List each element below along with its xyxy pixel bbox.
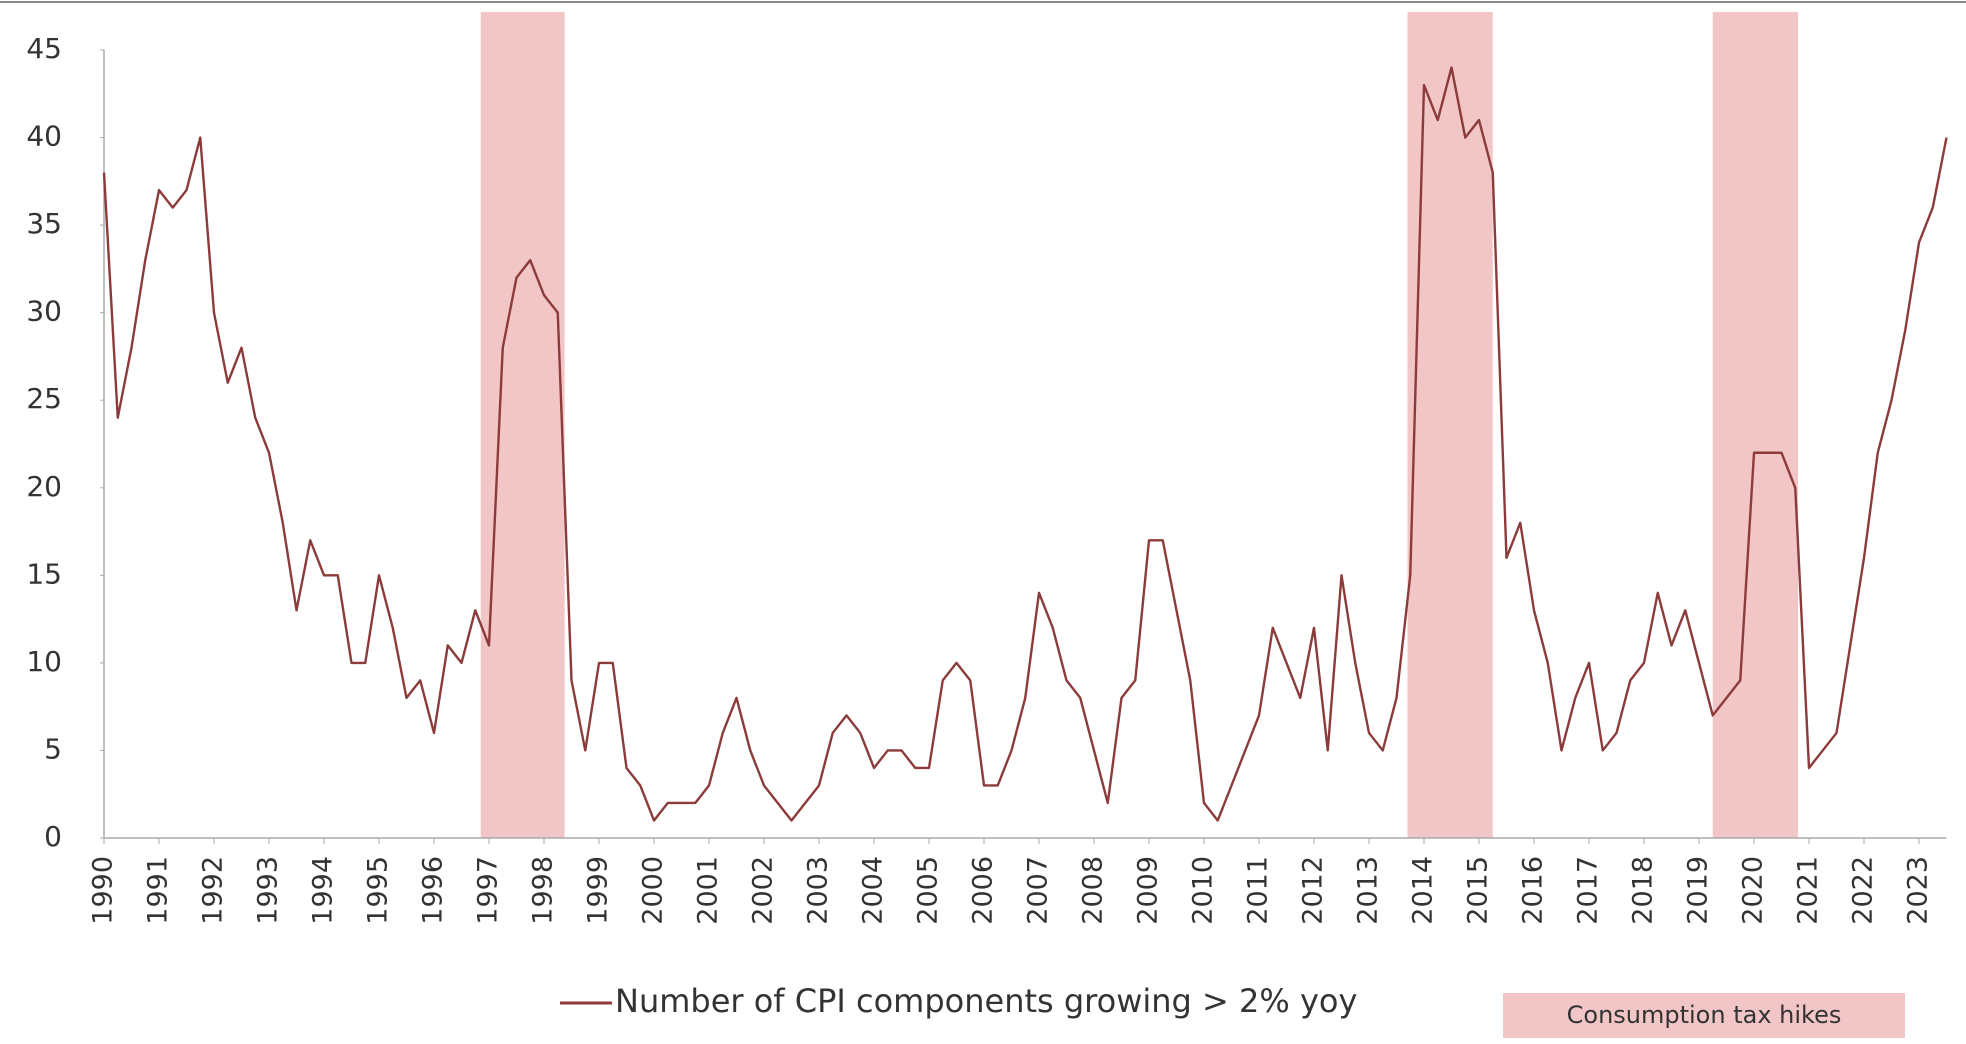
x-tick-label: 1998 bbox=[528, 856, 559, 925]
y-tick-label: 25 bbox=[26, 382, 62, 415]
y-tick-label: 40 bbox=[26, 120, 62, 153]
x-tick-label: 2012 bbox=[1298, 856, 1329, 925]
x-tick-label: 1997 bbox=[473, 856, 504, 925]
y-tick-label: 30 bbox=[26, 295, 62, 328]
x-tick-label: 2009 bbox=[1133, 856, 1164, 925]
x-tick-label: 2006 bbox=[968, 856, 999, 925]
line-series bbox=[102, 66, 1948, 822]
x-tick-label: 2019 bbox=[1683, 856, 1714, 925]
x-tick-label: 2020 bbox=[1738, 856, 1769, 925]
x-tick-label: 2004 bbox=[858, 856, 889, 925]
x-tick-label: 2015 bbox=[1463, 856, 1494, 925]
y-tick-label: 15 bbox=[26, 557, 62, 590]
highlight-band bbox=[480, 12, 565, 838]
y-tick-label: 5 bbox=[44, 732, 62, 765]
x-tick-label: 2011 bbox=[1243, 856, 1274, 925]
legend-label: Consumption tax hikes bbox=[1567, 1001, 1842, 1029]
x-tick-label: 1991 bbox=[143, 856, 174, 925]
x-tick-label: 2017 bbox=[1573, 856, 1604, 925]
x-tick-label: 2014 bbox=[1408, 856, 1439, 925]
x-tick-label: 1995 bbox=[363, 856, 394, 925]
x-tick-label: 1996 bbox=[418, 856, 449, 925]
x-tick-label: 2023 bbox=[1903, 856, 1934, 925]
x-tick-label: 2002 bbox=[748, 856, 779, 925]
x-tick-label: 2001 bbox=[693, 856, 724, 925]
highlight-band bbox=[1712, 12, 1798, 838]
highlight-band bbox=[1407, 12, 1493, 838]
x-tick-label: 1993 bbox=[253, 856, 284, 925]
x-tick-label: 2018 bbox=[1628, 856, 1659, 925]
x-tick-label: 2000 bbox=[638, 856, 669, 925]
y-tick-label: 45 bbox=[26, 32, 62, 65]
y-tick-label: 20 bbox=[26, 470, 62, 503]
x-tick-label: 2005 bbox=[913, 856, 944, 925]
y-tick-label: 0 bbox=[44, 820, 62, 853]
legend-label: Number of CPI components growing > 2% yo… bbox=[615, 982, 1357, 1020]
x-tick-label: 1990 bbox=[88, 856, 119, 925]
x-tick-label: 1992 bbox=[198, 856, 229, 925]
x-tick-label: 2016 bbox=[1518, 856, 1549, 925]
legend-box bbox=[1503, 993, 1905, 1038]
x-tick-label: 2007 bbox=[1023, 856, 1054, 925]
x-tick-label: 2008 bbox=[1078, 856, 1109, 925]
y-tick-label: 10 bbox=[26, 645, 62, 678]
x-tick-label: 2003 bbox=[803, 856, 834, 925]
x-tick-label: 2010 bbox=[1188, 856, 1219, 925]
x-tick-label: 2013 bbox=[1353, 856, 1384, 925]
y-tick-label: 35 bbox=[26, 207, 62, 240]
x-tick-label: 1999 bbox=[583, 856, 614, 925]
x-tick-label: 2022 bbox=[1848, 856, 1879, 925]
x-tick-label: 1994 bbox=[308, 856, 339, 925]
x-tick-label: 2021 bbox=[1793, 856, 1824, 925]
